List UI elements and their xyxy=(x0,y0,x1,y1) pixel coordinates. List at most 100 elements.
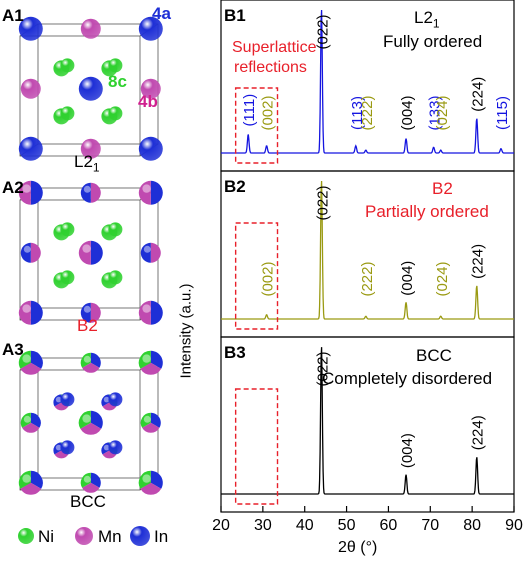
x-tick-label-3: 50 xyxy=(338,517,356,534)
peak-label-1-4: (024) xyxy=(434,261,451,296)
peak-label-0-9: (115) xyxy=(494,96,511,130)
atom-2 xyxy=(138,16,163,41)
crystal-structures xyxy=(18,16,163,546)
atom-2 xyxy=(138,350,163,375)
superlattice-box-2 xyxy=(234,388,279,505)
panel-label-a3: A3 xyxy=(2,340,24,359)
peak-label-0-5: (004) xyxy=(399,95,416,130)
b1-title: L21 xyxy=(414,8,440,30)
x-tick-label-4: 60 xyxy=(380,517,398,534)
atom-5 xyxy=(140,242,161,263)
peak-label-2-2: (224) xyxy=(470,415,487,450)
b3-title: BCC xyxy=(416,346,452,365)
legend-marker-2 xyxy=(130,526,150,546)
site-label-8c: 8c xyxy=(108,72,127,91)
structure-label-bcc: BCC xyxy=(70,492,106,511)
x-tick-label-2: 40 xyxy=(296,517,314,534)
atom-6 xyxy=(18,300,43,325)
x-tick-label-5: 70 xyxy=(421,517,439,534)
panel-label-b2: B2 xyxy=(224,177,246,196)
atom-3 xyxy=(20,78,41,99)
x-tick-label-6: 80 xyxy=(463,517,481,534)
atom-7 xyxy=(80,138,101,159)
peak-label-0-0: (111) xyxy=(241,94,258,127)
b2-unit-cell xyxy=(18,180,163,325)
bcc-unit-cell xyxy=(18,350,163,495)
atom-14 xyxy=(60,440,75,455)
atom-12 xyxy=(108,58,123,73)
superlattice-label-line1: Superlattice xyxy=(232,39,317,56)
structure-label-b2: B2 xyxy=(77,316,98,335)
peak-label-2-0: (022) xyxy=(314,351,331,386)
x-tick-label-0: 20 xyxy=(212,517,230,534)
atom-8 xyxy=(138,470,163,495)
x-tick-label-1: 30 xyxy=(254,517,272,534)
peak-labels: (111) (002)(022)(113)(222) (004) (133)(024)… xyxy=(241,14,511,468)
atom-0 xyxy=(18,180,43,205)
site-label-4b: 4b xyxy=(138,92,158,111)
atom-1 xyxy=(80,18,101,39)
b2-subtitle: Partially ordered xyxy=(365,202,489,221)
atom-5 xyxy=(140,78,161,99)
b1-title-subscript: 1 xyxy=(432,16,440,31)
site-label-4a: 4a xyxy=(152,4,171,23)
panel-label-b3: B3 xyxy=(224,343,246,362)
chart-series xyxy=(221,9,514,495)
peak-label-1-1: (022) xyxy=(314,185,331,220)
atom-7 xyxy=(80,472,101,493)
atom-8 xyxy=(138,136,163,161)
atom-3 xyxy=(20,412,41,433)
atom-8 xyxy=(138,300,163,325)
atom-7 xyxy=(80,302,101,323)
peak-label-1-3: (004) xyxy=(399,261,416,296)
x-ticks: 20 30 40 50 60 70 80 90 xyxy=(212,506,523,534)
legend-label-mn: Mn xyxy=(98,527,122,546)
xrd-pattern-2 xyxy=(221,347,514,495)
xrd-pattern-0 xyxy=(221,9,514,154)
atom-14 xyxy=(60,270,75,285)
atom-16 xyxy=(108,270,123,285)
structure-label-l21: L21 xyxy=(74,152,100,174)
atom-0 xyxy=(18,16,43,41)
atom-16 xyxy=(108,106,123,121)
peak-label-1-2: (222) xyxy=(359,261,376,296)
peak-label-1-0: (002) xyxy=(260,261,277,296)
peak-label-0-7: (024) xyxy=(434,95,451,130)
panel-label-b1: B1 xyxy=(224,6,246,25)
atom-1 xyxy=(80,182,101,203)
structure-subscript: 1 xyxy=(92,160,100,175)
peak-label-1-5: (224) xyxy=(470,244,487,279)
superlattice-boxes xyxy=(234,87,279,505)
legend-label-ni: Ni xyxy=(38,527,55,546)
panel-label-a2: A2 xyxy=(2,178,24,197)
legend-label-in: In xyxy=(154,527,169,546)
xrd-pattern-1 xyxy=(221,180,514,320)
structure-name: L2 xyxy=(74,152,93,171)
atom-14 xyxy=(60,106,75,121)
legend-marker-1 xyxy=(75,527,93,545)
atom-10 xyxy=(60,58,75,73)
superlattice-box-0 xyxy=(234,87,279,164)
peak-label-2-1: (004) xyxy=(399,433,416,468)
l21-unit-cell xyxy=(18,16,163,161)
superlattice-box-1 xyxy=(234,222,279,330)
b3-subtitle: Completely disordered xyxy=(322,369,493,388)
peak-label-0-2: (022) xyxy=(314,14,331,49)
atom-3 xyxy=(20,242,41,263)
b1-title-text: L2 xyxy=(414,8,433,27)
b1-subtitle: Fully ordered xyxy=(383,32,483,51)
superlattice-label-line2: reflections xyxy=(234,59,307,76)
y-axis-label: Intensity (a.u.) xyxy=(177,283,195,379)
panel-label-a1: A1 xyxy=(2,6,24,25)
atom-0 xyxy=(18,350,43,375)
atom-6 xyxy=(18,136,43,161)
atom-10 xyxy=(60,392,75,407)
peak-label-0-1: (002) xyxy=(260,95,277,130)
chart-frame xyxy=(220,0,515,513)
peak-label-0-6: (133) xyxy=(427,95,444,130)
x-tick-label-7: 90 xyxy=(505,517,523,534)
panel-frame-2 xyxy=(220,336,515,513)
atom-4 xyxy=(78,76,103,101)
